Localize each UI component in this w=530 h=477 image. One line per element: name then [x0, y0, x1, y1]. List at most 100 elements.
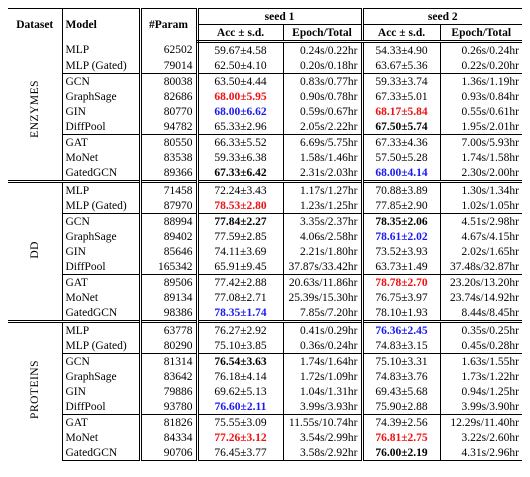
time-cell: 0.20s/0.18hr: [282, 58, 362, 74]
acc-cell: 67.50±5.74: [360, 119, 440, 135]
model-cell: GAT: [61, 274, 140, 290]
time-cell: 0.59s/0.67hr: [282, 104, 362, 119]
param-cell: 87970: [138, 198, 197, 214]
model-cell: MLP (Gated): [61, 58, 140, 74]
table-row: GatedGCN 90706 76.45±3.77 3.58s/2.92hr 76.00…: [8, 445, 522, 461]
acc-cell: 76.81±2.75: [360, 430, 440, 445]
time-cell: 1.74s/1.58hr: [439, 150, 522, 165]
acc-cell: 77.84±2.27: [195, 213, 283, 229]
time-cell: 0.55s/0.61hr: [439, 104, 522, 119]
time-cell: 0.26s/0.24hr: [439, 41, 522, 58]
model-cell: MLP (Gated): [61, 338, 140, 354]
dataset-label: ENZYMES: [28, 79, 41, 138]
acc-cell: 68.00±4.14: [360, 165, 440, 182]
time-cell: 2.31s/2.03hr: [282, 165, 362, 182]
time-cell: 11.55s/10.74hr: [282, 414, 362, 430]
model-cell: GraphSage: [61, 369, 140, 384]
param-cell: 98386: [138, 305, 197, 322]
table-row: GAT 89506 77.42±2.88 20.63s/11.86hr 78.78±2.…: [8, 274, 522, 290]
time-cell: 1.74s/1.64hr: [282, 353, 362, 369]
model-cell: GraphSage: [61, 89, 140, 104]
dataset-cell: ENZYMES: [8, 42, 62, 182]
acc-cell: 76.54±3.63: [195, 353, 283, 369]
acc-cell: 75.55±3.09: [195, 414, 283, 430]
time-cell: 3.35s/2.37hr: [282, 213, 362, 229]
param-cell: 93780: [138, 399, 197, 415]
time-cell: 0.83s/0.77hr: [282, 73, 362, 89]
param-cell: 80038: [138, 73, 197, 89]
time-cell: 1.02s/1.05hr: [439, 198, 522, 214]
acc-cell: 76.18±4.14: [195, 369, 283, 384]
table-row: GIN 80770 68.00±6.62 0.59s/0.67hr 68.17±5.84…: [8, 104, 522, 119]
param-cell: 80550: [138, 134, 197, 150]
acc-cell: 76.45±3.77: [195, 445, 283, 461]
time-cell: 3.22s/2.60hr: [439, 430, 522, 445]
acc-cell: 77.85±2.90: [360, 198, 440, 214]
subheader-cell: Epoch/Total: [282, 24, 362, 43]
dataset-group: PROTEINS MLP 63778 76.27±2.92 0.41s/0.29hr 76…: [8, 320, 522, 461]
results-table: Dataset Model #Param seed 1 seed 2 Acc ±…: [8, 8, 522, 461]
acc-cell: 66.33±5.52: [195, 134, 283, 150]
acc-cell: 78.78±2.70: [360, 274, 440, 290]
time-cell: 23.20s/13.20hr: [439, 274, 522, 290]
table-row: GIN 79886 69.62±5.13 1.04s/1.31hr 69.43±5.68…: [8, 384, 522, 399]
param-cell: 62502: [138, 41, 197, 58]
time-cell: 2.21s/1.80hr: [282, 244, 362, 259]
model-cell: GCN: [61, 73, 140, 89]
time-cell: 0.36s/0.24hr: [282, 338, 362, 354]
table-row: MLP (Gated) 79014 62.50±4.10 0.20s/0.18hr 63…: [8, 58, 522, 74]
table-row: GraphSage 89402 77.59±2.85 4.06s/2.58hr 78.6…: [8, 229, 522, 244]
time-cell: 3.99s/3.93hr: [282, 399, 362, 415]
acc-cell: 76.60±2.11: [195, 399, 283, 415]
acc-cell: 76.75±3.97: [360, 290, 440, 305]
time-cell: 3.58s/2.92hr: [282, 445, 362, 461]
table-row: GraphSage 82686 68.00±5.95 0.90s/0.78hr 67.3…: [8, 89, 522, 104]
time-cell: 7.85s/7.20hr: [282, 305, 362, 322]
dataset-cell: DD: [8, 180, 62, 322]
acc-cell: 74.83±3.76: [360, 369, 440, 384]
time-cell: 0.24s/0.22hr: [282, 41, 362, 58]
model-cell: GAT: [61, 414, 140, 430]
subheader-cell: Epoch/Total: [439, 24, 522, 43]
table-row: GraphSage 83642 76.18±4.14 1.72s/1.09hr 74.8…: [8, 369, 522, 384]
time-cell: 2.05s/2.22hr: [282, 119, 362, 135]
param-cell: 82686: [138, 89, 197, 104]
acc-cell: 74.39±2.56: [360, 414, 440, 430]
param-cell: 81314: [138, 353, 197, 369]
param-cell: 89134: [138, 290, 197, 305]
acc-cell: 75.90±2.88: [360, 399, 440, 415]
model-cell: DiffPool: [61, 399, 140, 415]
header-cell: #Param: [138, 8, 197, 42]
acc-cell: 74.11±3.69: [195, 244, 283, 259]
param-cell: 94782: [138, 119, 197, 135]
time-cell: 1.17s/1.27hr: [282, 180, 362, 198]
acc-cell: 63.73±1.49: [360, 259, 440, 275]
table-row: GAT 80550 66.33±5.52 6.69s/5.75hr 67.33±4.36…: [8, 134, 522, 150]
model-cell: GIN: [61, 104, 140, 119]
model-cell: MoNet: [61, 430, 140, 445]
param-cell: 79886: [138, 384, 197, 399]
seed-header: seed 2: [360, 8, 522, 25]
table-row: MoNet 84334 77.26±3.12 3.54s/2.99hr 76.81±2.…: [8, 430, 522, 445]
time-cell: 1.63s/1.55hr: [439, 353, 522, 369]
acc-cell: 77.26±3.12: [195, 430, 283, 445]
acc-cell: 63.50±4.44: [195, 73, 283, 89]
seed-header: seed 1: [195, 8, 362, 25]
dataset-group: ENZYMES MLP 62502 59.67±4.58 0.24s/0.22hr 54.…: [8, 41, 522, 182]
acc-cell: 67.33±5.01: [360, 89, 440, 104]
model-cell: MLP: [61, 41, 140, 58]
table-row: GAT 81826 75.55±3.09 11.55s/10.74hr 74.39±2.…: [8, 414, 522, 430]
table-row: GatedGCN 98386 78.35±1.74 7.85s/7.20hr 78.10…: [8, 305, 522, 322]
dataset-cell: PROTEINS: [8, 320, 62, 461]
param-cell: 80290: [138, 338, 197, 354]
header-cell: Model: [61, 8, 140, 42]
acc-cell: 62.50±4.10: [195, 58, 283, 74]
param-cell: 88994: [138, 213, 197, 229]
param-cell: 84334: [138, 430, 197, 445]
acc-cell: 67.33±4.36: [360, 134, 440, 150]
dataset-label: PROTEINS: [28, 360, 41, 420]
time-cell: 2.02s/1.65hr: [439, 244, 522, 259]
acc-cell: 75.10±3.85: [195, 338, 283, 354]
time-cell: 1.04s/1.31hr: [282, 384, 362, 399]
acc-cell: 74.83±3.15: [360, 338, 440, 354]
